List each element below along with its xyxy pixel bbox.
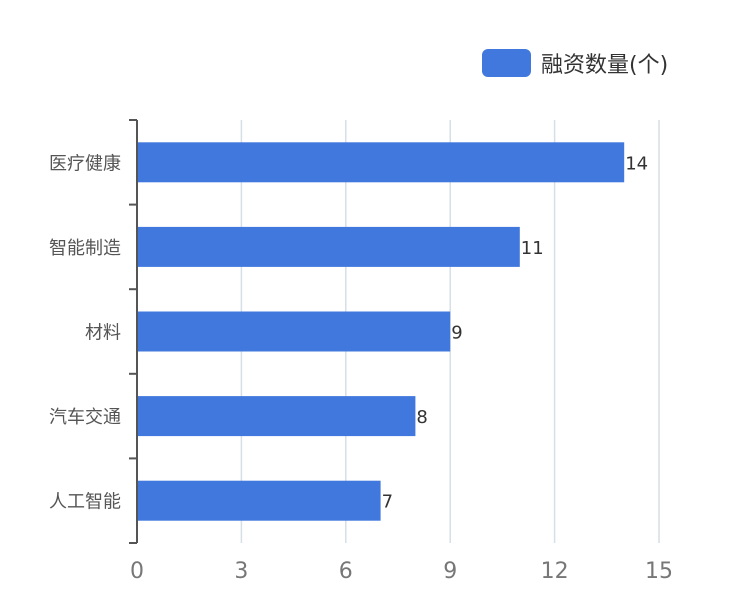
x-tick-label-5: 15 <box>645 559 673 584</box>
legend-label: 融资数量(个) <box>541 53 669 78</box>
value-label-2: 9 <box>451 323 462 344</box>
x-tick-label-2: 6 <box>339 559 353 584</box>
bar-2[interactable] <box>137 311 451 352</box>
category-label-4: 人工智能 <box>49 492 121 513</box>
bars <box>137 142 625 521</box>
x-tick-label-3: 9 <box>443 559 457 584</box>
y-axis <box>129 119 138 544</box>
x-tick-label-0: 0 <box>130 559 144 584</box>
legend-swatch[interactable] <box>482 49 531 77</box>
x-tick-label-4: 12 <box>541 559 569 584</box>
legend: 融资数量(个) <box>482 48 668 78</box>
bar-3[interactable] <box>137 396 416 437</box>
labels: 0 3 6 9 12 15 医疗健康 14 智能制造 11 材料 9 汽车交通 8 人工智能 7 <box>49 153 673 584</box>
bar-4[interactable] <box>137 480 381 521</box>
bar-1[interactable] <box>137 226 520 267</box>
category-label-2: 材料 <box>85 323 121 344</box>
value-label-4: 7 <box>382 492 393 513</box>
bar-0[interactable] <box>137 142 625 183</box>
category-label-1: 智能制造 <box>49 238 121 259</box>
x-tick-label-1: 3 <box>234 559 248 584</box>
category-label-0: 医疗健康 <box>49 153 121 174</box>
category-label-3: 汽车交通 <box>49 407 121 428</box>
value-label-3: 8 <box>416 407 427 428</box>
value-label-0: 14 <box>625 153 648 174</box>
value-label-1: 11 <box>521 238 544 259</box>
